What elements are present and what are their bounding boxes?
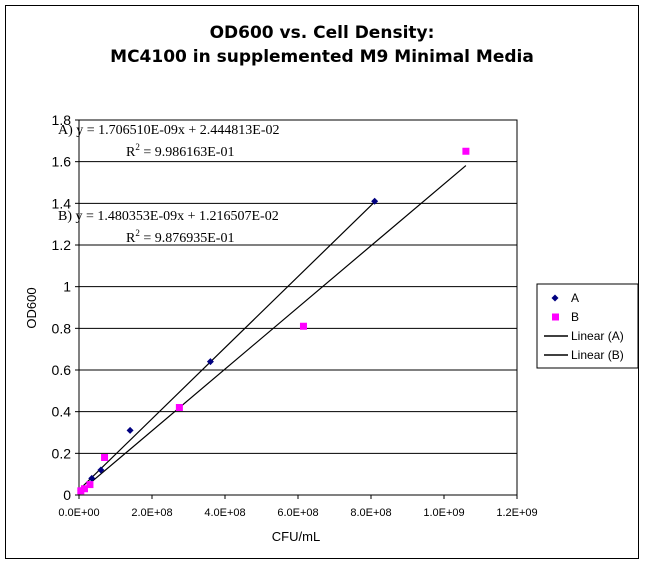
data-point-a [206,358,214,366]
y-axis-label: OD600 [24,287,39,328]
data-point-b [462,147,470,155]
x-axis-ticks: 0.0E+00 2.0E+08 4.0E+08 6.0E+08 8.0E+08 1.0E+… [58,495,538,519]
x-tick-label: 6.0E+08 [277,507,318,519]
data-point-a [126,426,134,434]
equation-a: A) y = 1.706510E-09x + 2.444813E-02 [58,123,280,138]
y-tick-label: 0 [63,487,71,503]
x-axis-label: CFU/mL [272,529,320,544]
y-axis-ticks: 0 0.2 0.4 0.6 0.8 1 1.2 1.4 1.6 1.8 [52,112,79,503]
legend-label: A [571,291,579,305]
data-point-b [86,481,94,489]
y-tick-label: 1.4 [52,195,72,211]
chart-title-line1: OD600 vs. Cell Density: [210,23,435,43]
chart-frame [5,5,639,559]
chart-title-line2: MC4100 in supplemented M9 Minimal Media [110,47,534,67]
y-tick-label: 1.8 [52,112,72,128]
y-tick-label: 0.4 [52,404,72,420]
data-point-b [101,454,109,461]
legend-marker-b [552,313,559,321]
legend-label: Linear (B) [571,348,624,362]
data-point-b [77,487,85,495]
legend-marker-a [551,294,559,302]
x-tick-label: 1.0E+09 [423,507,464,519]
equation-b: B) y = 1.480353E-09x + 1.216507E-02 [58,209,279,224]
y-tick-label: 1 [63,279,71,295]
y-tick-label: 0.6 [52,362,72,378]
legend: AB Linear (A) Linear (B) [544,291,624,362]
data-point-b [175,404,183,411]
y-tick-label: 1.2 [52,237,72,253]
legend-label: B [571,310,579,324]
trendline [78,201,376,491]
data-point-b [299,322,307,330]
data-point-a [88,474,96,482]
y-tick-label: 0.2 [52,445,72,461]
data-point-b [80,485,88,493]
legend-label: Linear (A) [571,329,624,343]
x-tick-label: 4.0E+08 [204,507,245,519]
x-tick-label: 1.2E+09 [496,507,537,519]
trendline [78,165,467,493]
data-points [77,147,470,495]
x-tick-label: 2.0E+08 [131,507,172,519]
data-point-a [97,466,105,474]
trendlines [78,165,467,493]
y-tick-label: 0.8 [52,320,72,336]
y-tick-label: 1.6 [52,154,72,170]
x-tick-label: 0.0E+00 [58,507,99,519]
data-point-a [371,197,379,205]
x-tick-label: 8.0E+08 [350,507,391,519]
r-squared-b: R2 = 9.876935E-01 [126,228,234,246]
r-squared-a: R2 = 9.986163E-01 [126,142,234,160]
